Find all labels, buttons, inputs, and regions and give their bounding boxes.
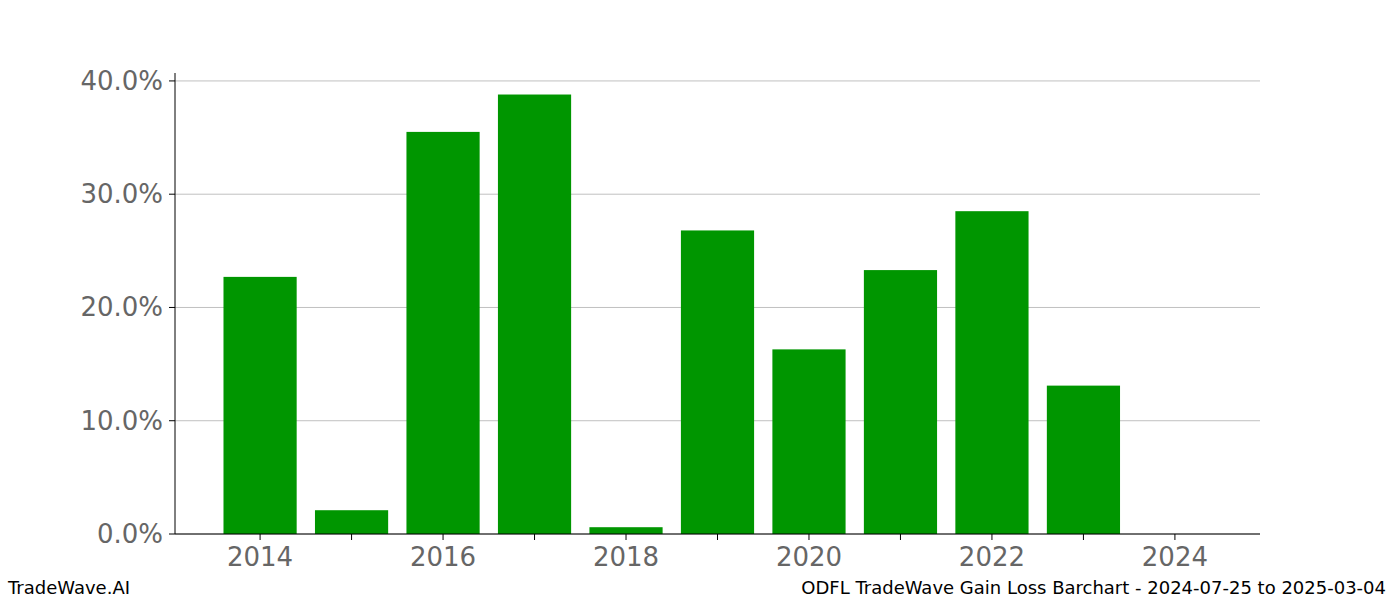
x-tick <box>534 534 535 540</box>
y-tick <box>169 194 175 195</box>
x-tick <box>351 534 352 540</box>
y-axis <box>175 73 176 534</box>
x-tick <box>1174 534 1175 540</box>
x-tick-label: 2018 <box>593 542 659 572</box>
grid-line <box>175 534 1260 535</box>
x-tick <box>717 534 718 540</box>
y-tick <box>169 80 175 81</box>
bar <box>406 132 479 534</box>
y-tick-label: 40.0% <box>80 66 163 96</box>
bar <box>955 211 1028 534</box>
y-tick-label: 10.0% <box>80 406 163 436</box>
x-tick <box>443 534 444 540</box>
bar <box>1047 386 1120 534</box>
x-tick <box>1083 534 1084 540</box>
x-tick <box>626 534 627 540</box>
bar <box>589 527 662 534</box>
bar <box>315 510 388 534</box>
y-tick-label: 30.0% <box>80 179 163 209</box>
x-tick <box>991 534 992 540</box>
grid-line <box>175 80 1260 81</box>
annotation: TradeWave.AI <box>7 577 130 598</box>
x-tick-label: 2022 <box>959 542 1025 572</box>
y-tick-label: 0.0% <box>97 519 163 549</box>
chart: 0.0% 10.0% 20.0% 30.0% 40.0% 2014 2016 2018 2020… <box>0 0 1400 600</box>
bar <box>772 349 845 534</box>
x-tick <box>900 534 901 540</box>
y-tick-label: 20.0% <box>80 292 163 322</box>
y-tick <box>169 420 175 421</box>
y-tick <box>169 307 175 308</box>
x-tick <box>808 534 809 540</box>
grid-line <box>175 194 1260 195</box>
x-axis <box>175 534 1260 535</box>
bar <box>864 270 937 534</box>
bar <box>223 277 296 534</box>
bars <box>223 95 1120 534</box>
bar <box>498 95 571 534</box>
x-tick-label: 2016 <box>410 542 476 572</box>
y-tick <box>169 534 175 535</box>
bar <box>681 230 754 534</box>
x-tick-label: 2014 <box>227 542 293 572</box>
x-tick <box>260 534 261 540</box>
x-tick-label: 2020 <box>776 542 842 572</box>
title: ODFL TradeWave Gain Loss Barchart - 2024… <box>801 577 1386 598</box>
x-tick-label: 2024 <box>1142 542 1208 572</box>
